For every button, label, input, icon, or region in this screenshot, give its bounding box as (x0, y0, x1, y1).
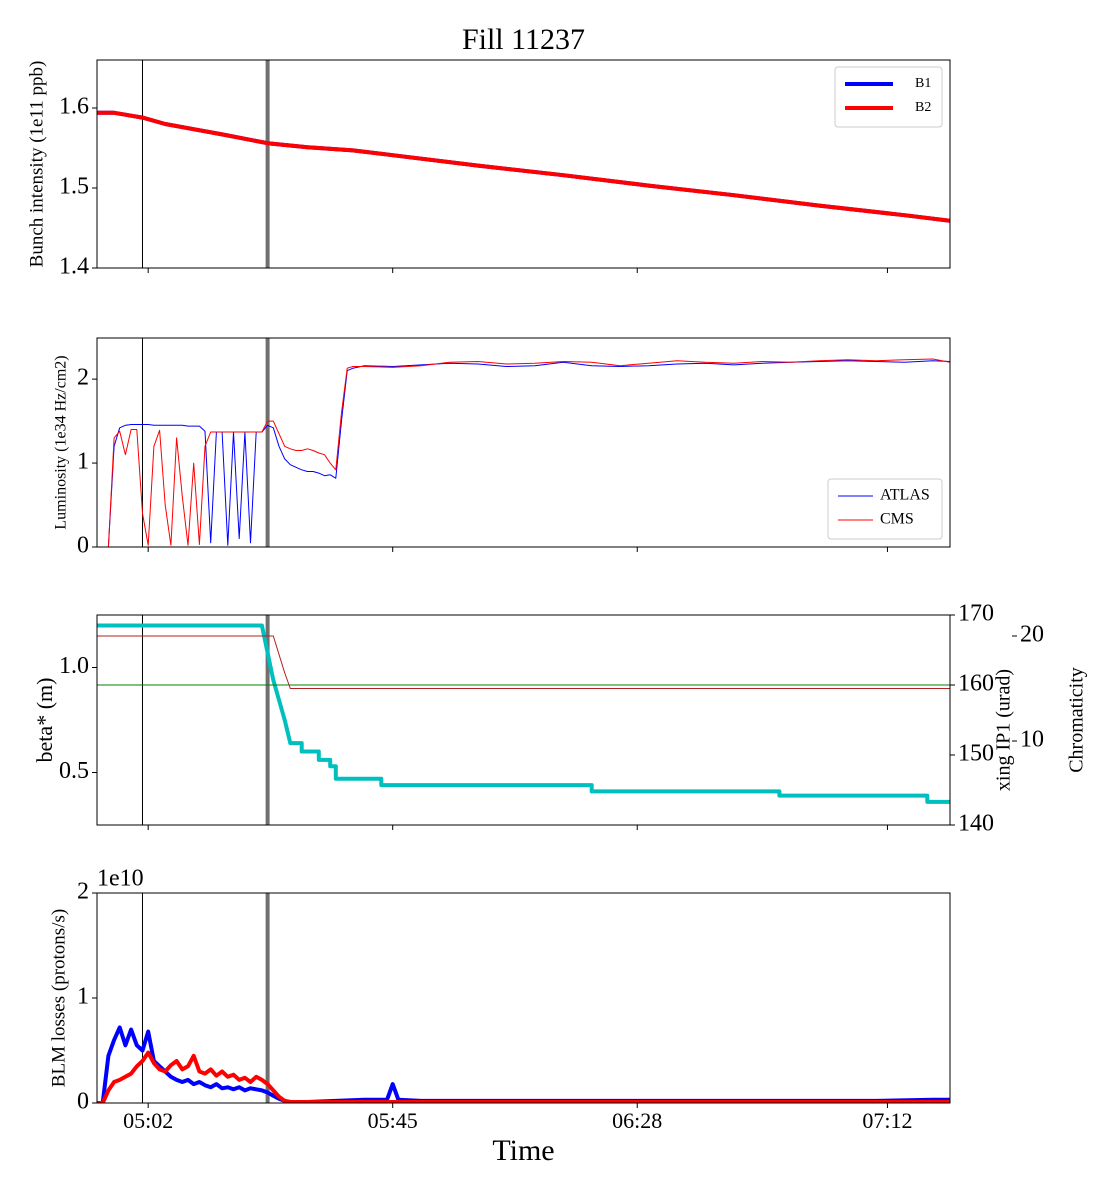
y-tick-label: 1.4 (59, 254, 89, 280)
offset-label: 1e10 (97, 866, 144, 892)
y3-tick-label: 10 (1020, 727, 1044, 753)
chart-title: Fill 11237 (462, 23, 585, 56)
y2-tick-label: 140 (958, 811, 994, 837)
legend-label: B2 (915, 100, 931, 115)
y2-tick-label: 170 (958, 601, 994, 627)
plot-frame (96, 59, 951, 269)
y-tick-label: 1 (77, 984, 89, 1010)
y-tick-label: 1.5 (59, 174, 89, 200)
plot-frame (96, 614, 951, 826)
y-axis-label: Bunch intensity (1e11 ppb) (26, 61, 47, 268)
series-line (97, 635, 950, 689)
series-line (97, 1050, 950, 1103)
x-tick-label: 07:12 (862, 1108, 912, 1133)
y-tick-label: 0 (77, 1089, 89, 1115)
y2-axis-label: xing IP1 (urad) (993, 669, 1015, 791)
x-tick-label: 05:02 (123, 1108, 173, 1133)
y2-tick-label: 160 (958, 671, 994, 697)
series-line (97, 1025, 950, 1103)
y3-axis-label: Chromaticity (1066, 667, 1088, 773)
series-line (97, 358, 950, 547)
y-axis-label: BLM losses (protons/s) (48, 909, 69, 1087)
x-tick-label: 06:28 (612, 1108, 662, 1133)
legend-label: B1 (915, 76, 931, 91)
y-tick-label: 2 (77, 365, 89, 391)
plot-frame (96, 337, 951, 548)
y3-tick-label: 20 (1020, 622, 1044, 648)
y-tick-label: 0.5 (59, 758, 89, 784)
series-line (97, 623, 950, 804)
y-tick-label: 2 (77, 879, 89, 905)
y-axis-label: Luminosity (1e34 Hz/cm2) (53, 355, 70, 529)
series-line (97, 360, 950, 547)
legend-label: CMS (880, 511, 914, 528)
x-tick-label: 05:45 (368, 1108, 418, 1133)
y-axis-label: beta* (m) (32, 678, 57, 763)
y-tick-label: 1.0 (59, 653, 89, 679)
legend-box (827, 478, 943, 540)
legend-label: ATLAS (880, 487, 930, 504)
x-axis-label: Time (492, 1134, 554, 1167)
y-tick-label: 0 (77, 533, 89, 559)
y2-tick-label: 150 (958, 741, 994, 767)
y-tick-label: 1.6 (59, 94, 89, 120)
y-tick-label: 1 (77, 449, 89, 475)
series-line (97, 110, 950, 223)
